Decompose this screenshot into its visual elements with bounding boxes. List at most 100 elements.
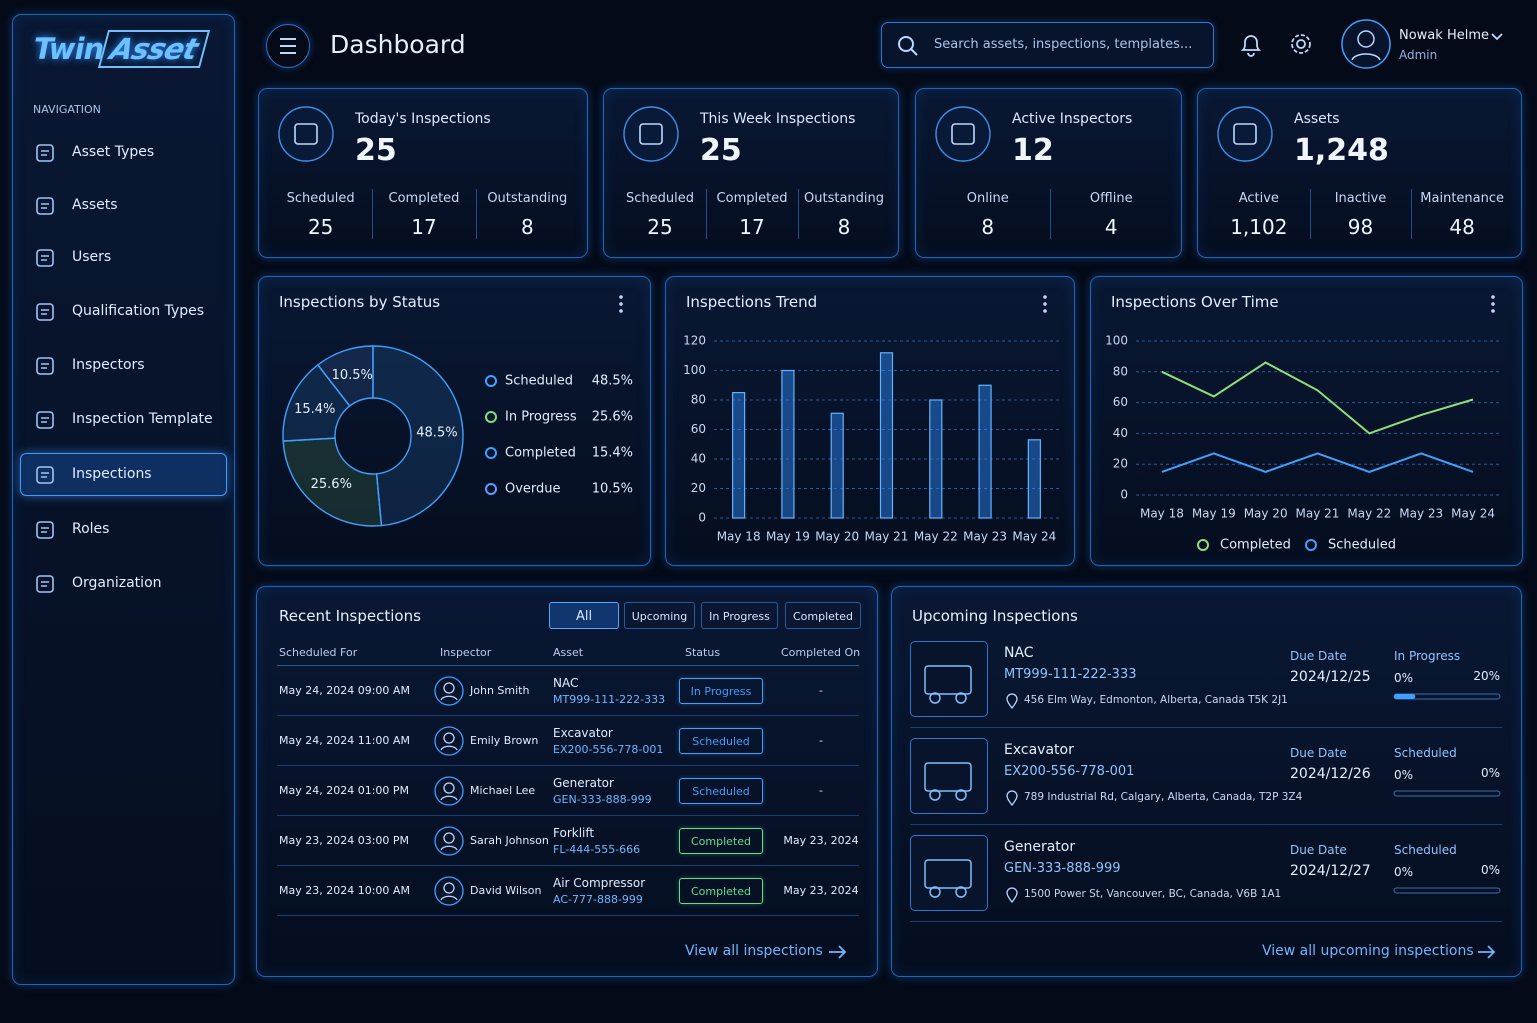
stat-icon-ring [278,106,334,162]
asset-address: 456 Elm Way, Edmonton, Alberta, Canada T… [1024,694,1288,706]
due-label: Due Date [1290,746,1347,760]
y-tick-label: 80 [691,393,706,407]
status-badge: Scheduled [679,728,763,754]
notification-icon[interactable] [1238,31,1264,59]
x-tick-label: May 23 [1399,507,1443,521]
line-series [1161,361,1474,435]
nav-item[interactable]: Users [72,249,112,265]
stat-detail-value: 1,102 [1230,215,1288,239]
pie-slice [316,345,374,407]
legend-value: 48.5% [592,374,633,389]
filter-tab[interactable]: Upcoming [624,602,695,629]
machine-body [924,665,972,695]
filter-tab[interactable]: Completed [785,602,861,629]
stat-divider [475,189,477,239]
legend-label: In Progress [505,410,577,425]
nav-icon [36,144,54,162]
machine-body [924,762,972,792]
chart-menu [619,295,623,313]
completed-on: May 23, 2024 [783,884,859,897]
due-label: Due Date [1290,843,1347,857]
settings-icon[interactable] [1288,31,1314,57]
asset-code: GEN-333-888-999 [1004,861,1121,876]
user-menu-chevron[interactable] [1490,30,1504,44]
legend-marker [1197,539,1209,551]
inspector-name: Michael Lee [470,784,536,797]
logo-part: Twin [34,32,104,66]
avatar-head [443,782,455,794]
user-avatar[interactable] [1340,18,1392,70]
inspector-name: Emily Brown [470,734,539,747]
nav-item[interactable]: Organization [72,575,162,591]
view-all-link[interactable]: View all upcoming inspections [1262,943,1474,959]
y-tick-label: 20 [691,481,706,495]
legend-marker [1305,539,1317,551]
stat-detail-value: 98 [1347,215,1374,239]
asset-name: NAC [553,676,579,690]
panel-title: Recent Inspections [279,607,421,625]
nav-icon [36,303,54,321]
nav-item[interactable]: Asset Types [72,144,155,160]
nav-icon [36,357,54,375]
avatar-ring [434,876,464,906]
filter-tab[interactable]: In Progress [701,602,778,629]
nav-item[interactable]: Assets [72,197,118,213]
line-series [1161,452,1474,473]
due-date: 2024/12/26 [1290,766,1371,782]
y-tick-label: 20 [1113,457,1128,471]
stat-detail-label: Completed [388,191,460,206]
nav-icon-detail [41,255,49,261]
bar [978,384,992,519]
nav-item[interactable]: Inspectors [72,357,145,373]
chart-title: Inspections Trend [686,293,818,311]
item-rule [910,921,1502,922]
stat-value: 25 [355,133,397,168]
nav-item[interactable]: Qualification Types [72,303,205,319]
search-box[interactable]: Search assets, inspections, templates... [881,22,1214,68]
nav-item[interactable]: Inspections [72,466,152,482]
stat-divider [372,189,374,239]
upcoming-inspections-panel: Upcoming Inspections NAC MT999-111-222-333… [891,586,1522,977]
legend-marker [485,483,497,495]
nav-icon [36,411,54,429]
machine-body [924,859,972,889]
asset-illustration [924,762,972,801]
stat-value: 25 [700,133,742,168]
stat-icon-glyph [639,123,663,145]
view-all-link[interactable]: View all inspections [685,943,823,959]
due-label: Due Date [1290,649,1347,663]
row-rule [277,915,859,916]
location-icon [1006,693,1018,709]
status-badge: Scheduled [679,778,763,804]
filter-tab[interactable]: All [549,602,619,629]
progress-start: 0% [1394,768,1414,782]
bar [732,392,746,519]
menu-dot [1043,302,1047,306]
user-role: Admin [1399,48,1438,62]
y-tick-label: 0 [1120,488,1128,502]
y-tick-label: 80 [1113,364,1128,378]
search-placeholder: Search assets, inspections, templates... [934,37,1193,52]
status-badge: In Progress [679,678,763,704]
menu-dot [1043,295,1047,299]
nav-item[interactable]: Roles [72,521,110,537]
stat-icon-glyph [294,123,318,145]
asset-code: AC-777-888-999 [553,893,643,906]
bar [1027,439,1041,519]
inspector-avatar [434,676,464,706]
nav-icon-shape [36,411,54,429]
user-name: Nowak Helme [1399,28,1489,43]
logo-part: Asset [98,30,210,68]
menu-button[interactable] [266,24,310,68]
machine-wheel [929,789,941,801]
due-date: 2024/12/27 [1290,863,1371,879]
avatar-ring [434,726,464,756]
asset-code: FL-444-555-666 [553,843,641,856]
machine-wheel [955,886,967,898]
nav-item[interactable]: Inspection Template [72,411,213,427]
y-tick-label: 60 [1113,395,1128,409]
stat-divider [1411,189,1413,239]
chart-panel: Inspections Over Time 0 20 40 60 80 100 May 18 M… [1090,276,1523,566]
progress-status: In Progress [1394,649,1461,663]
machine-wheel [955,692,967,704]
